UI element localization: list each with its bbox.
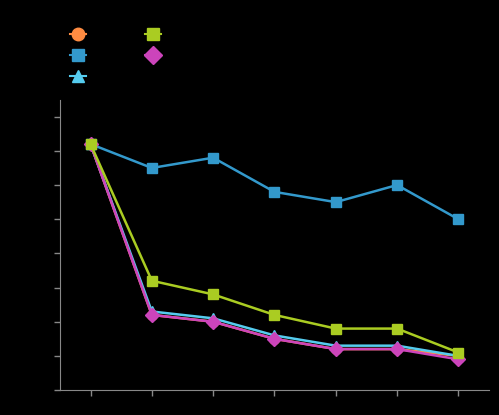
Legend: , , , , , : , , , , , [67, 25, 167, 87]
